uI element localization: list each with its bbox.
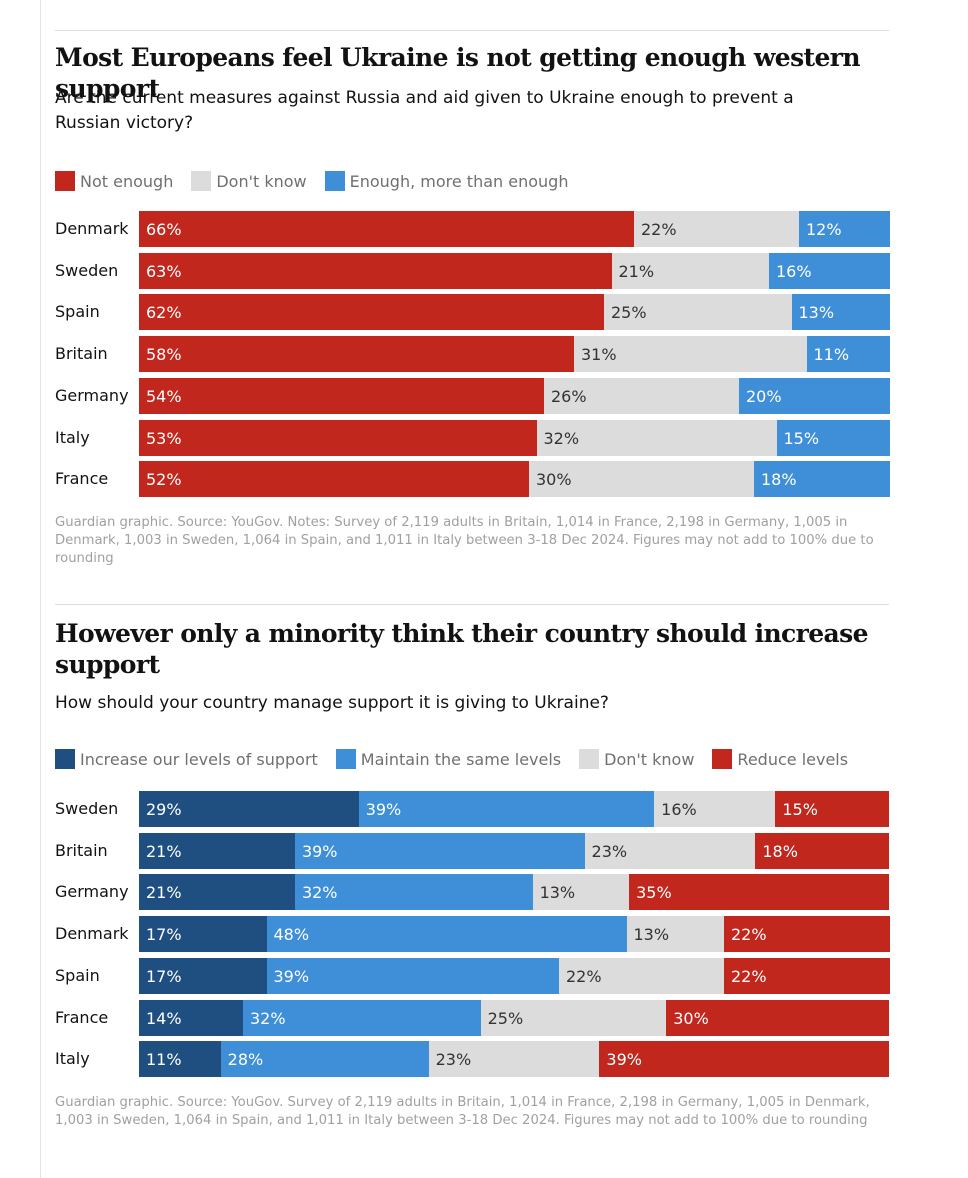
- bar-britain-enough-more-than-enough: 11%: [806, 336, 890, 373]
- category-label-italy: Italy: [55, 1049, 90, 1069]
- legend-label: Don't know: [216, 171, 307, 191]
- legend-swatch: [55, 749, 75, 769]
- bar-france-enough-more-than-enough: 18%: [754, 461, 890, 498]
- category-label-spain: Spain: [55, 302, 100, 322]
- legend-item-maintain-the-same-levels: Maintain the same levels: [335, 749, 562, 769]
- bar-italy-increase-our-levels-of-support: 11%: [139, 1041, 222, 1078]
- bar-italy-don-t-know: 23%: [428, 1041, 600, 1078]
- bar-italy-don-t-know: 32%: [536, 419, 777, 456]
- bar-france-increase-our-levels-of-support: 14%: [139, 999, 244, 1036]
- bar-sweden-enough-more-than-enough: 16%: [769, 252, 890, 289]
- category-label-britain: Britain: [55, 344, 108, 364]
- bar-france-reduce-levels: 30%: [666, 999, 890, 1036]
- legend-label: Maintain the same levels: [360, 749, 562, 769]
- bar-italy-reduce-levels: 39%: [599, 1041, 890, 1078]
- bar-britain-maintain-the-same-levels: 39%: [294, 832, 586, 869]
- bar-italy-enough-more-than-enough: 15%: [776, 419, 890, 456]
- legend-item-don-t-know: Don't know: [579, 749, 694, 769]
- bar-france-don-t-know: 25%: [480, 999, 667, 1036]
- chart-subtitle: Are the current measures against Russia …: [55, 88, 794, 133]
- legend-label: Reduce levels: [737, 749, 849, 769]
- category-label-sweden: Sweden: [55, 260, 119, 280]
- chart-title: However only a minority think their coun…: [55, 619, 869, 679]
- bar-denmark-don-t-know: 22%: [634, 211, 800, 247]
- bar-denmark-don-t-know: 13%: [626, 916, 725, 953]
- chart-subtitle: How should your country manage support i…: [55, 693, 609, 713]
- category-label-germany: Germany: [55, 385, 129, 405]
- bar-spain-maintain-the-same-levels: 39%: [266, 957, 560, 994]
- category-label-germany: Germany: [55, 882, 129, 902]
- chart-section-2: However only a minority think their coun…: [55, 604, 890, 1164]
- legend-swatch: [55, 171, 75, 191]
- bar-germany-don-t-know: 26%: [544, 377, 740, 414]
- page-left-rule: [40, 0, 41, 1178]
- bar-britain-not-enough: 58%: [139, 336, 575, 373]
- legend-item-increase-our-levels-of-support: Increase our levels of support: [55, 749, 318, 769]
- bar-italy-maintain-the-same-levels: 28%: [220, 1041, 430, 1078]
- legend-swatch: [191, 171, 212, 191]
- legend-label: Increase our levels of support: [80, 749, 318, 769]
- bar-france-not-enough: 52%: [139, 461, 530, 498]
- bar-sweden-reduce-levels: 15%: [775, 791, 890, 827]
- bar-sweden-don-t-know: 16%: [654, 791, 776, 827]
- bar-britain-reduce-levels: 18%: [755, 832, 890, 869]
- category-label-britain: Britain: [55, 840, 108, 860]
- category-label-france: France: [55, 1007, 109, 1027]
- bar-denmark-reduce-levels: 22%: [724, 916, 890, 953]
- bar-denmark-maintain-the-same-levels: 48%: [266, 916, 627, 953]
- legend-swatch: [335, 749, 356, 769]
- legend-label: Not enough: [80, 171, 174, 191]
- legend-item-don-t-know: Don't know: [191, 171, 307, 191]
- bar-sweden-not-enough: 63%: [139, 252, 612, 289]
- legend-item-not-enough: Not enough: [55, 171, 173, 191]
- bar-germany-enough-more-than-enough: 20%: [739, 377, 890, 414]
- bar-germany-maintain-the-same-levels: 32%: [294, 874, 534, 911]
- category-label-italy: Italy: [55, 427, 90, 447]
- bar-spain-enough-more-than-enough: 13%: [791, 294, 890, 331]
- bar-spain-don-t-know: 25%: [604, 294, 792, 331]
- category-label-france: France: [55, 469, 109, 489]
- bar-germany-increase-our-levels-of-support: 21%: [139, 874, 296, 911]
- bar-sweden-increase-our-levels-of-support: 29%: [139, 791, 360, 827]
- legend-item-enough-more-than-enough: Enough, more than enough: [324, 171, 569, 191]
- bar-britain-don-t-know: 31%: [574, 336, 807, 373]
- chart-legend: Not enough Don't know Enough, more than en…: [55, 171, 586, 191]
- bar-france-don-t-know: 30%: [529, 461, 755, 498]
- legend-label: Enough, more than enough: [349, 171, 569, 191]
- bar-spain-reduce-levels: 22%: [724, 957, 890, 994]
- category-label-denmark: Denmark: [55, 219, 129, 238]
- legend-swatch: [324, 171, 345, 191]
- bar-spain-don-t-know: 22%: [559, 957, 725, 994]
- category-label-sweden: Sweden: [55, 799, 119, 818]
- chart-source-note: Guardian graphic. Source: YouGov. Notes:…: [55, 515, 874, 566]
- bar-spain-not-enough: 62%: [139, 294, 605, 331]
- bar-sweden-don-t-know: 21%: [611, 252, 770, 289]
- legend-item-reduce-levels: Reduce levels: [712, 749, 848, 769]
- legend-swatch: [712, 749, 733, 769]
- bar-britain-don-t-know: 23%: [584, 832, 756, 869]
- category-label-denmark: Denmark: [55, 924, 129, 944]
- category-label-spain: Spain: [55, 965, 100, 985]
- chart-title: Most Europeans feel Ukraine is not getti…: [55, 43, 861, 103]
- bar-denmark-enough-more-than-enough: 12%: [799, 211, 890, 247]
- bar-spain-increase-our-levels-of-support: 17%: [139, 957, 267, 994]
- chart-section-1: Most Europeans feel Ukraine is not getti…: [55, 30, 890, 575]
- bar-germany-not-enough: 54%: [139, 377, 545, 414]
- bar-denmark-not-enough: 66%: [139, 211, 635, 247]
- bar-italy-not-enough: 53%: [139, 419, 537, 456]
- section-divider: [55, 30, 889, 31]
- bar-france-maintain-the-same-levels: 32%: [242, 999, 482, 1036]
- legend-swatch: [579, 749, 600, 769]
- section-divider: [55, 604, 889, 605]
- chart-legend: Increase our levels of support Maintain t…: [55, 749, 866, 769]
- bar-germany-reduce-levels: 35%: [629, 874, 890, 911]
- bar-germany-don-t-know: 13%: [532, 874, 630, 911]
- bar-sweden-maintain-the-same-levels: 39%: [358, 791, 655, 827]
- chart-source-note: Guardian graphic. Source: YouGov. Survey…: [55, 1095, 870, 1128]
- bar-denmark-increase-our-levels-of-support: 17%: [139, 916, 267, 953]
- bar-britain-increase-our-levels-of-support: 21%: [139, 832, 296, 869]
- legend-label: Don't know: [604, 749, 695, 769]
